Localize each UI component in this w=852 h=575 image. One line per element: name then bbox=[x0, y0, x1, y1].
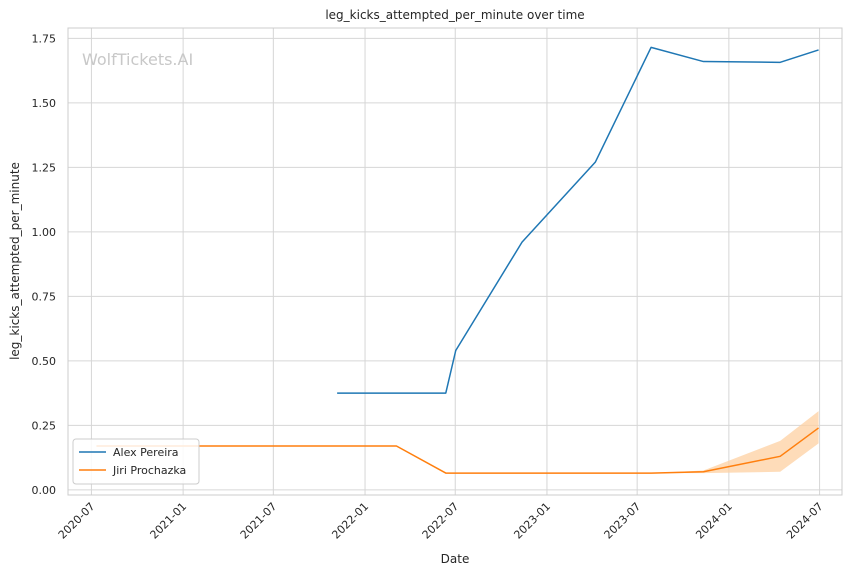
y-tick-label: 1.75 bbox=[32, 32, 57, 45]
legend-label: Jiri Prochazka bbox=[112, 464, 186, 477]
chart-title: leg_kicks_attempted_per_minute over time bbox=[325, 8, 584, 22]
plot-frame bbox=[67, 27, 843, 496]
legend-box bbox=[72, 438, 200, 485]
x-axis-title: Date bbox=[441, 552, 470, 566]
plot-area bbox=[67, 27, 843, 496]
grid-lines bbox=[68, 28, 842, 495]
legend-label: Alex Pereira bbox=[113, 446, 179, 459]
series-line bbox=[337, 46, 819, 394]
legend: Alex Pereira Jiri Prochazka bbox=[72, 438, 200, 485]
y-tick-label: 1.00 bbox=[32, 226, 57, 239]
watermark-text: WolfTickets.AI bbox=[82, 50, 193, 69]
y-tick-label: 0.25 bbox=[32, 419, 57, 432]
y-tick-label: 0.75 bbox=[32, 290, 57, 303]
series-lines bbox=[96, 46, 820, 474]
y-tick-label: 1.50 bbox=[32, 97, 57, 110]
y-tick-label: 0.00 bbox=[32, 484, 57, 497]
y-tick-label: 0.50 bbox=[32, 355, 57, 368]
y-axis-ticks: 0.00 0.25 0.50 0.75 1.00 1.25 1.50 1.75 bbox=[32, 32, 57, 497]
y-tick-label: 1.25 bbox=[32, 161, 57, 174]
series-line bbox=[96, 427, 820, 474]
y-axis-title: leg_kicks_attempted_per_minute bbox=[8, 162, 22, 360]
